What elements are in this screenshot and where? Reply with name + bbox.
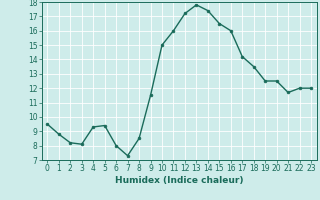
X-axis label: Humidex (Indice chaleur): Humidex (Indice chaleur) [115,176,244,185]
